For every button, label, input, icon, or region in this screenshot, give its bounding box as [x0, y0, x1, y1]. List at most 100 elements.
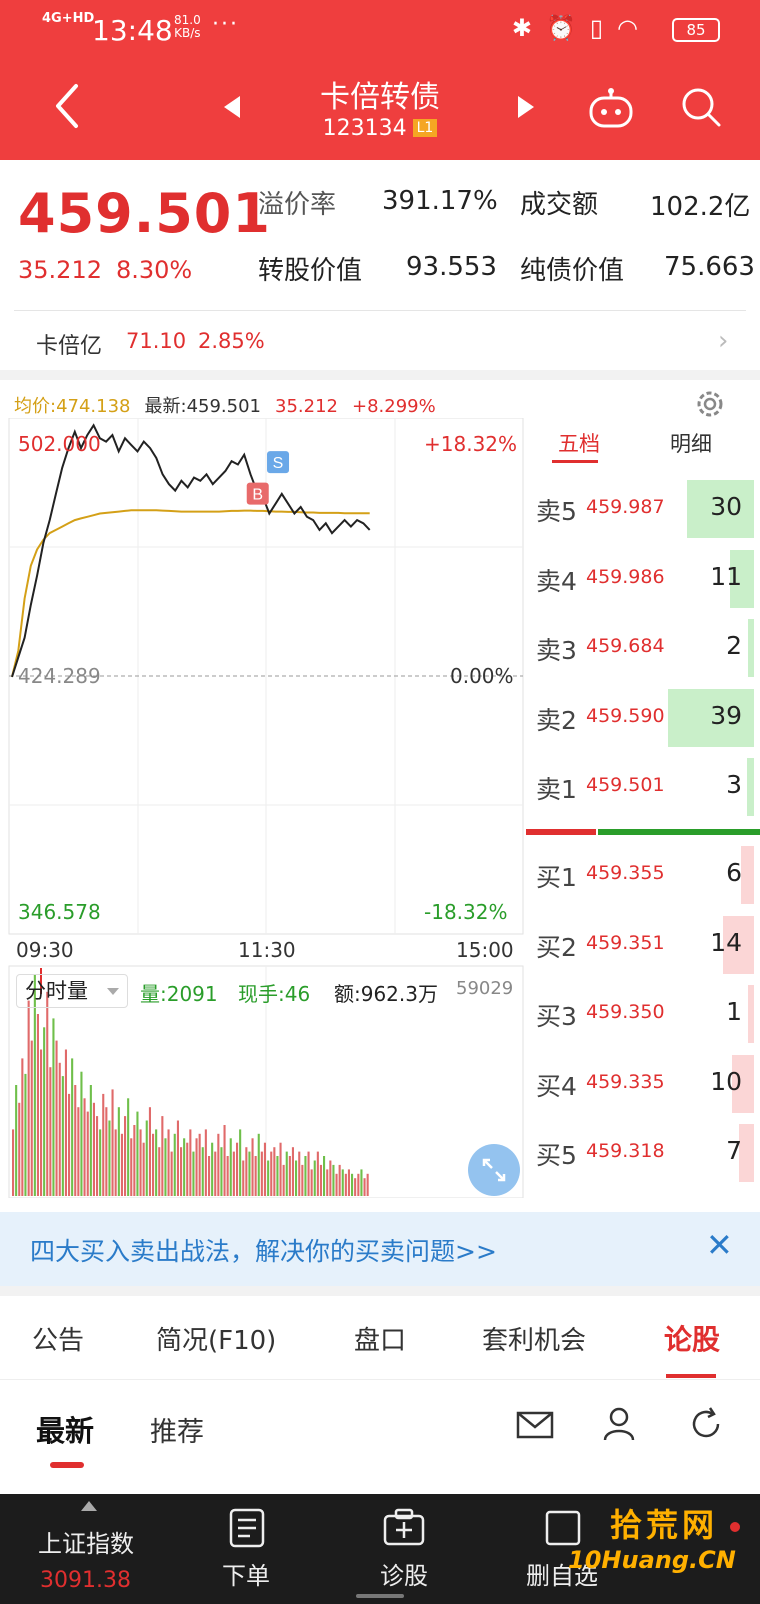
next-stock-icon[interactable]: [516, 94, 536, 120]
volume-bar: [214, 1151, 217, 1196]
orderbook-tabs: 五档 明细: [524, 420, 760, 464]
back-icon[interactable]: [48, 80, 88, 132]
robot-assistant-icon[interactable]: [588, 88, 634, 130]
level-price: 459.590: [586, 704, 665, 727]
buy-marker[interactable]: [246, 482, 269, 505]
bid-row[interactable]: 买1 459.355 6: [524, 842, 760, 904]
watermark-cn: 拾荒网: [610, 1506, 719, 1544]
pct-axis-bottom-label: -18.32%: [424, 900, 508, 924]
expand-chart-icon[interactable]: [468, 1144, 520, 1196]
remove-watchlist-icon[interactable]: [544, 1508, 582, 1548]
ask-row[interactable]: 卖3 459.684 2: [524, 615, 760, 677]
volume-bar: [111, 1089, 114, 1196]
underlying-price: 71.10: [126, 329, 187, 353]
volume-bar: [183, 1138, 186, 1196]
subtab-recommended[interactable]: 推荐: [150, 1417, 204, 1448]
close-icon[interactable]: ✕: [706, 1226, 733, 1264]
volume-bar: [242, 1160, 245, 1196]
prev-stock-icon[interactable]: [222, 94, 242, 120]
conversion-value-label: 转股价值: [258, 256, 363, 286]
conversion-value: 93.553: [406, 252, 497, 282]
level-label: 买2: [536, 932, 577, 962]
tab-details[interactable]: 明细: [670, 432, 712, 456]
volume-bar: [12, 1129, 15, 1196]
mail-icon[interactable]: [516, 1410, 554, 1440]
underlying-stock-row[interactable]: 卡倍亿 71.10 2.85% ›: [0, 312, 760, 370]
refresh-icon[interactable]: [688, 1406, 724, 1442]
level-price: 459.987: [586, 496, 665, 518]
volume-bar: [310, 1169, 313, 1196]
volume-bar: [239, 1129, 242, 1196]
sell-marker[interactable]: [267, 451, 290, 474]
bid-row[interactable]: 买5 459.318 7: [524, 1120, 760, 1182]
volume-bar: [49, 1067, 52, 1196]
level-volume: 10: [710, 1066, 742, 1096]
volume-bar: [61, 1076, 64, 1196]
subtab-latest[interactable]: 最新: [36, 1414, 95, 1448]
volume-bar: [223, 1125, 226, 1196]
volume-bar: [142, 1142, 145, 1196]
ask-row[interactable]: 卖2 459.590 39: [524, 685, 760, 747]
volume-bar: [220, 1147, 223, 1196]
turnover-value: 102.2亿: [650, 192, 751, 222]
tab-five-levels[interactable]: 五档: [558, 432, 600, 456]
volume-bar: [80, 1071, 83, 1196]
depth-bar: [731, 1054, 754, 1113]
volume-bar: [52, 1018, 55, 1196]
x-axis-label-noon: 11:30: [238, 938, 296, 962]
discussion-subtabs: 最新 推荐: [0, 1380, 760, 1480]
level-volume: 7: [726, 1136, 742, 1165]
promo-banner-text[interactable]: 四大买入卖出战法，解决你的买卖问题>>: [30, 1237, 497, 1266]
section-gap: [0, 370, 760, 380]
search-icon[interactable]: [680, 86, 722, 128]
volume-bar: [43, 1027, 46, 1196]
ask-row[interactable]: 卖5 459.987 30: [524, 476, 760, 538]
ask-row[interactable]: 卖1 459.501 3: [524, 754, 760, 816]
bid-row[interactable]: 买2 459.351 14: [524, 912, 760, 974]
volume-bar: [167, 1129, 170, 1196]
tab-order-flow[interactable]: 盘口: [354, 1326, 407, 1356]
index-name[interactable]: 上证指数: [38, 1530, 134, 1558]
ask-row[interactable]: 卖4 459.986 11: [524, 546, 760, 608]
intraday-chart[interactable]: SB: [0, 418, 524, 1198]
diagnose-icon[interactable]: [382, 1508, 426, 1548]
user-icon[interactable]: [602, 1406, 636, 1442]
order-icon[interactable]: [228, 1508, 266, 1548]
gear-icon[interactable]: [692, 386, 728, 422]
depth-bar: [741, 846, 754, 904]
volume-bar: [338, 1164, 341, 1196]
y-axis-bottom-label: 346.578: [18, 900, 101, 924]
remove-watchlist-button[interactable]: 删自选: [526, 1562, 598, 1590]
tab-arbitrage[interactable]: 套利机会: [482, 1326, 587, 1356]
diagnose-button[interactable]: 诊股: [380, 1562, 428, 1590]
volume-bar: [363, 1178, 366, 1196]
volume-bar: [120, 1133, 123, 1196]
bid-row[interactable]: 买4 459.335 10: [524, 1051, 760, 1113]
avg-price-line: [11, 509, 370, 678]
change-percent: 8.30%: [115, 256, 193, 284]
tab-overview[interactable]: 简况(F10): [156, 1326, 277, 1356]
expand-up-icon[interactable]: [80, 1500, 98, 1512]
volume-indicator-select[interactable]: 分时量: [16, 974, 128, 1008]
bottom-bar: 上证指数 3091.38 下单 诊股 删自选 拾荒网 10Huang.CN: [0, 1494, 760, 1604]
depth-bar: [748, 619, 754, 677]
promo-banner[interactable]: 四大买入卖出战法，解决你的买卖问题>> ✕: [0, 1212, 760, 1286]
volume-bar: [71, 1058, 74, 1196]
avg-price-info: 均价:474.138: [14, 396, 131, 417]
order-button[interactable]: 下单: [222, 1562, 270, 1590]
level-price: 459.986: [586, 565, 665, 588]
volume-bar: [313, 1160, 316, 1196]
tab-announcements[interactable]: 公告: [32, 1326, 85, 1356]
volume-bar: [329, 1160, 332, 1196]
volume-bar: [164, 1138, 167, 1196]
volume-bar: [217, 1133, 220, 1196]
volume-bar: [263, 1142, 266, 1196]
volume-bar: [15, 1085, 18, 1196]
bid-row[interactable]: 买3 459.350 1: [524, 981, 760, 1043]
tab-discussion[interactable]: 论股: [664, 1323, 721, 1356]
level-label: 卖1: [536, 775, 577, 804]
level-volume: 39: [710, 700, 742, 730]
level-volume: 1: [726, 997, 742, 1026]
premium-label: 溢价率: [258, 190, 337, 220]
watermark-dot: [730, 1522, 740, 1532]
